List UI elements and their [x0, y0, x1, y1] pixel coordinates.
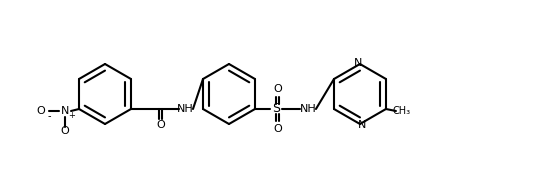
Text: N: N [358, 120, 366, 130]
Text: CH₃: CH₃ [393, 106, 411, 116]
Text: O: O [273, 84, 282, 94]
Text: NH: NH [177, 104, 193, 114]
Text: O: O [156, 120, 166, 130]
Text: O: O [273, 124, 282, 134]
Text: N: N [354, 58, 362, 68]
Text: O: O [61, 126, 69, 136]
Text: NH: NH [300, 104, 316, 114]
Text: N: N [61, 106, 69, 116]
Text: S: S [272, 102, 280, 115]
Text: +: + [68, 111, 75, 120]
Text: O: O [37, 106, 45, 116]
Text: -: - [48, 111, 51, 121]
